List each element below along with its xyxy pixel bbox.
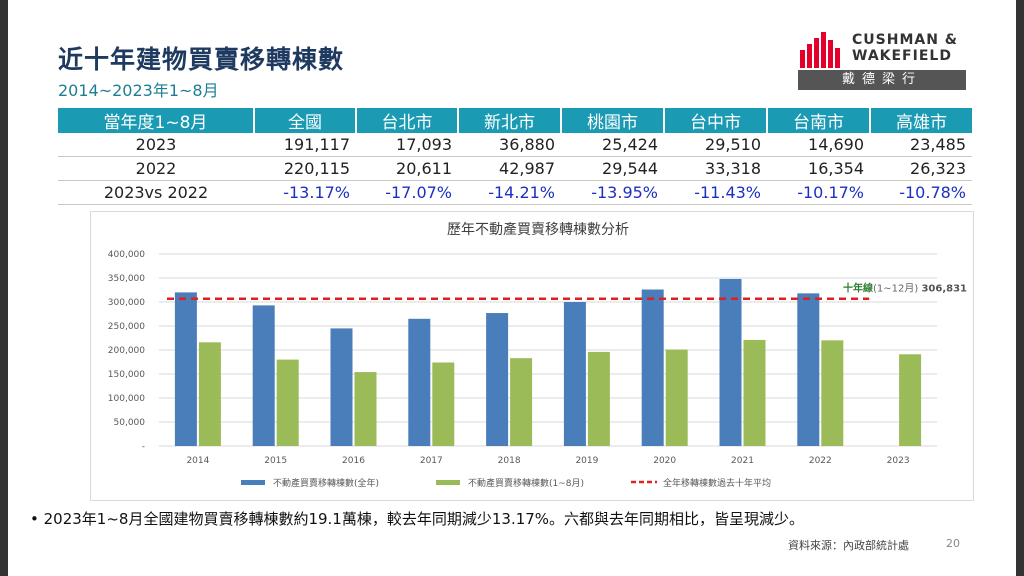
page-number: 20 bbox=[946, 537, 960, 550]
table-cell: -10.17% bbox=[767, 180, 870, 205]
table-cell: 42,987 bbox=[458, 156, 561, 181]
chart-panel: 歷年不動產買賣移轉棟數分析 - 50,000 100,000 150,000 200,00… bbox=[90, 211, 974, 501]
y-tick-label: 200,000 bbox=[108, 346, 145, 356]
table-cell: 26,323 bbox=[870, 156, 972, 181]
x-tick-label: 2019 bbox=[575, 456, 598, 466]
bar-jan-aug bbox=[276, 359, 299, 446]
logo-bars-icon bbox=[800, 32, 840, 68]
bar-full-year bbox=[486, 313, 509, 446]
table-cell: -14.21% bbox=[458, 180, 561, 205]
bar-full-year bbox=[330, 328, 353, 446]
y-tick-label: 150,000 bbox=[108, 370, 145, 380]
table-header: 高雄市 bbox=[869, 108, 972, 133]
table-header: 台南市 bbox=[766, 108, 870, 133]
y-tick-label: - bbox=[142, 442, 145, 452]
bar-jan-aug bbox=[587, 351, 610, 446]
x-tick-label: 2021 bbox=[731, 456, 754, 466]
x-tick-label: 2023 bbox=[887, 456, 910, 466]
x-tick-label: 2018 bbox=[498, 456, 521, 466]
summary-text: 2023年1~8月全國建物買賣移轉棟數約19.1萬棟，較去年同期減少13.17%… bbox=[43, 510, 805, 528]
table-cell: 17,093 bbox=[356, 133, 458, 157]
legend-full-year-label: 不動產買賣移轉棟數(全年) bbox=[273, 477, 379, 489]
bar-jan-aug bbox=[665, 349, 688, 446]
legend-average-label: 全年移轉棟數過去十年平均 bbox=[663, 477, 771, 489]
table-cell: 33,318 bbox=[664, 156, 767, 181]
slide: 近十年建物買賣移轉棟數 2014~2023年1~8月 CUSHMAN & WAK… bbox=[8, 0, 1016, 576]
x-tick-label: 2020 bbox=[653, 456, 676, 466]
company-logo: CUSHMAN & WAKEFIELD 戴德梁行 bbox=[798, 28, 978, 90]
table-cell: 25,424 bbox=[561, 133, 664, 157]
bar-jan-aug bbox=[354, 372, 377, 446]
table-row: 2023vs 2022 -13.17% -17.07% -14.21% -13.… bbox=[58, 180, 972, 205]
bar-full-year bbox=[174, 292, 197, 446]
table-cell: -13.17% bbox=[254, 180, 356, 205]
table-cell: -11.43% bbox=[664, 180, 767, 205]
bar-jan-aug bbox=[821, 340, 844, 446]
summary-bullet: • 2023年1~8月全國建物買賣移轉棟數約19.1萬棟，較去年同期減少13.1… bbox=[30, 510, 805, 528]
y-tick-label: 250,000 bbox=[108, 322, 145, 332]
table-header: 全國 bbox=[253, 108, 356, 133]
table-header: 桃園市 bbox=[560, 108, 664, 133]
table-cell: 2023vs 2022 bbox=[58, 180, 254, 205]
table-cell: 2022 bbox=[58, 156, 254, 181]
logo-line2: WAKEFIELD bbox=[852, 48, 952, 64]
ten-year-average-label: 十年線(1~12月) 306,831 bbox=[843, 282, 967, 295]
y-tick-label: 300,000 bbox=[108, 298, 145, 308]
bar-full-year bbox=[797, 293, 820, 446]
y-tick-label: 100,000 bbox=[108, 394, 145, 404]
bar-full-year bbox=[563, 302, 586, 446]
x-tick-label: 2015 bbox=[264, 456, 287, 466]
chart-title: 歷年不動產買賣移轉棟數分析 bbox=[447, 221, 629, 238]
y-tick-label: 50,000 bbox=[114, 418, 146, 428]
table-cell: 20,611 bbox=[356, 156, 458, 181]
table-row: 2022 220,115 20,611 42,987 29,544 33,318… bbox=[58, 156, 972, 181]
x-tick-label: 2022 bbox=[809, 456, 832, 466]
page-subtitle: 2014~2023年1~8月 bbox=[58, 81, 219, 100]
x-tick-label: 2017 bbox=[420, 456, 443, 466]
bar-jan-aug bbox=[198, 342, 221, 446]
y-tick-label: 350,000 bbox=[108, 274, 145, 284]
table-cell: 23,485 bbox=[870, 133, 972, 157]
bar-full-year bbox=[408, 318, 431, 446]
table-cell: 191,117 bbox=[254, 133, 356, 157]
bar-jan-aug bbox=[743, 339, 766, 446]
table-cell: -13.95% bbox=[561, 180, 664, 205]
logo-line1: CUSHMAN & bbox=[852, 32, 959, 48]
table-header: 台中市 bbox=[663, 108, 767, 133]
logo-wordmark: CUSHMAN & WAKEFIELD bbox=[852, 32, 958, 64]
bar-full-year bbox=[719, 278, 742, 446]
table-cell: 29,544 bbox=[561, 156, 664, 181]
bar-full-year bbox=[641, 289, 664, 446]
table-cell: -10.78% bbox=[870, 180, 972, 205]
bar-jan-aug bbox=[432, 362, 455, 446]
logo-band: 戴德梁行 bbox=[798, 70, 966, 90]
table-header: 新北市 bbox=[457, 108, 561, 133]
table-row: 2023 191,117 17,093 36,880 25,424 29,510… bbox=[58, 133, 972, 157]
bar-chart: 歷年不動產買賣移轉棟數分析 - 50,000 100,000 150,000 200,00… bbox=[108, 221, 967, 489]
legend-full-year-swatch bbox=[241, 480, 265, 485]
table-cell: 29,510 bbox=[664, 133, 767, 157]
page-title: 近十年建物買賣移轉棟數 bbox=[58, 45, 345, 74]
bar-full-year bbox=[252, 305, 275, 446]
y-tick-label: 400,000 bbox=[108, 250, 145, 260]
table-cell: 220,115 bbox=[254, 156, 356, 181]
table-header: 台北市 bbox=[355, 108, 458, 133]
transfer-table: 當年度1~8月 全國 台北市 新北市 桃園市 台中市 台南市 高雄市 2023 … bbox=[58, 108, 972, 205]
x-tick-label: 2014 bbox=[186, 456, 209, 466]
table-cell: 14,690 bbox=[767, 133, 870, 157]
bar-jan-aug bbox=[899, 354, 922, 446]
legend-jan-aug-label: 不動產買賣移轉棟數(1~8月) bbox=[468, 477, 584, 489]
table-cell: 16,354 bbox=[767, 156, 870, 181]
table-cell: -17.07% bbox=[356, 180, 458, 205]
table-cell: 36,880 bbox=[458, 133, 561, 157]
table-cell: 2023 bbox=[58, 133, 254, 157]
table-header-row: 當年度1~8月 全國 台北市 新北市 桃園市 台中市 台南市 高雄市 bbox=[58, 108, 972, 133]
bar-jan-aug bbox=[510, 358, 533, 446]
source-note: 資料來源：內政部統計處 bbox=[788, 539, 909, 552]
table-header: 當年度1~8月 bbox=[58, 108, 254, 133]
x-tick-label: 2016 bbox=[342, 456, 365, 466]
legend-jan-aug-swatch bbox=[436, 480, 460, 485]
